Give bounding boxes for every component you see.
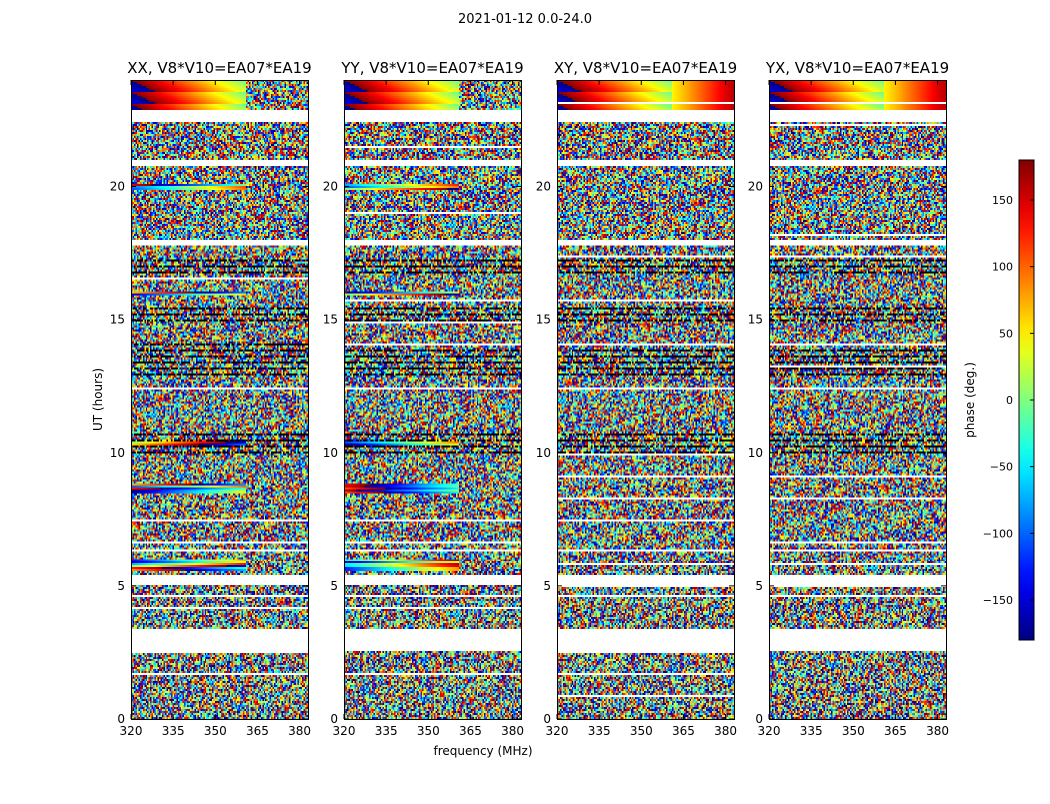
heatmap-image xyxy=(344,80,521,719)
colorbar: 150 100 50 0 −50 −100 −150 phase (deg.) xyxy=(963,159,1035,641)
x-tick-label: 380 xyxy=(714,724,737,738)
x-tick-label: 350 xyxy=(417,724,440,738)
x-tick-label: 335 xyxy=(800,724,823,738)
y-tick-label: 10 xyxy=(748,446,763,460)
heatmap-image xyxy=(557,80,734,719)
y-tick-label: 5 xyxy=(330,579,338,593)
colorbar-tick-label: −150 xyxy=(983,594,1013,607)
x-tick-label: 380 xyxy=(926,724,949,738)
y-tick-label: 5 xyxy=(755,579,763,593)
y-axis-label: UT (hours) xyxy=(91,368,105,431)
y-tick-label: 10 xyxy=(323,446,338,460)
x-tick-label: 320 xyxy=(333,724,356,738)
axes-frame xyxy=(344,80,522,720)
panel-1: XX, V8*V10=EA07*EA19 320 335 350 365 380 0 5 10 1… xyxy=(91,59,312,738)
colorbar-tick-label: 0 xyxy=(1006,394,1013,407)
axes-frame xyxy=(557,80,735,720)
x-tick-label: 350 xyxy=(204,724,227,738)
x-axis-label: frequency (MHz) xyxy=(433,744,532,758)
y-tick-label: 10 xyxy=(536,446,551,460)
panel-title: XX, V8*V10=EA07*EA19 xyxy=(127,59,311,77)
colorbar-label: phase (deg.) xyxy=(963,362,977,438)
colorbar-tick-label: −100 xyxy=(983,527,1013,540)
colorbar-tick-label: 100 xyxy=(992,261,1013,274)
y-tick-label: 5 xyxy=(117,579,125,593)
y-tick-label: 15 xyxy=(536,313,551,327)
x-tick-label: 335 xyxy=(162,724,185,738)
x-tick-label: 335 xyxy=(375,724,398,738)
x-tick-label: 335 xyxy=(588,724,611,738)
x-tick-label: 320 xyxy=(120,724,143,738)
y-tick-label: 5 xyxy=(543,579,551,593)
x-tick-label: 365 xyxy=(884,724,907,738)
panel-title: YX, V8*V10=EA07*EA19 xyxy=(765,59,949,77)
colorbar-tick-label: −50 xyxy=(990,461,1013,474)
panel-4: YX, V8*V10=EA07*EA19 320 335 350 365 380 0 5 10 1… xyxy=(748,59,949,738)
figure-title: 2021-01-12 0.0-24.0 xyxy=(458,12,592,27)
x-tick-label: 365 xyxy=(459,724,482,738)
y-tick-label: 20 xyxy=(748,180,763,194)
x-tick-label: 380 xyxy=(501,724,524,738)
y-tick-label: 15 xyxy=(748,313,763,327)
x-tick-label: 365 xyxy=(672,724,695,738)
y-tick-label: 0 xyxy=(543,712,551,726)
colorbar-tick-label: 50 xyxy=(999,327,1013,340)
heatmap-image xyxy=(131,80,308,719)
x-tick-label: 365 xyxy=(246,724,269,738)
colorbar-tick-label: 150 xyxy=(992,194,1013,207)
axes-frame xyxy=(131,80,309,720)
panel-2: YY, V8*V10=EA07*EA19 320 335 350 365 380 0 5 10 1… xyxy=(323,59,533,758)
y-tick-label: 0 xyxy=(330,712,338,726)
x-tick-label: 320 xyxy=(758,724,781,738)
y-tick-label: 10 xyxy=(110,446,125,460)
panel-title: XY, V8*V10=EA07*EA19 xyxy=(554,59,737,77)
y-tick-label: 15 xyxy=(110,313,125,327)
y-tick-label: 20 xyxy=(110,180,125,194)
x-tick-label: 320 xyxy=(546,724,569,738)
y-tick-label: 0 xyxy=(117,712,125,726)
x-tick-label: 350 xyxy=(842,724,865,738)
x-tick-label: 350 xyxy=(630,724,653,738)
x-tick-label: 380 xyxy=(288,724,311,738)
y-tick-label: 0 xyxy=(755,712,763,726)
heatmap-image xyxy=(769,80,946,719)
panel-3: XY, V8*V10=EA07*EA19 320 335 350 365 380 0 5 10 1… xyxy=(536,59,737,738)
panel-title: YY, V8*V10=EA07*EA19 xyxy=(340,59,523,77)
y-tick-label: 20 xyxy=(323,180,338,194)
y-tick-label: 15 xyxy=(323,313,338,327)
axes-frame xyxy=(769,80,947,720)
y-tick-label: 20 xyxy=(536,180,551,194)
